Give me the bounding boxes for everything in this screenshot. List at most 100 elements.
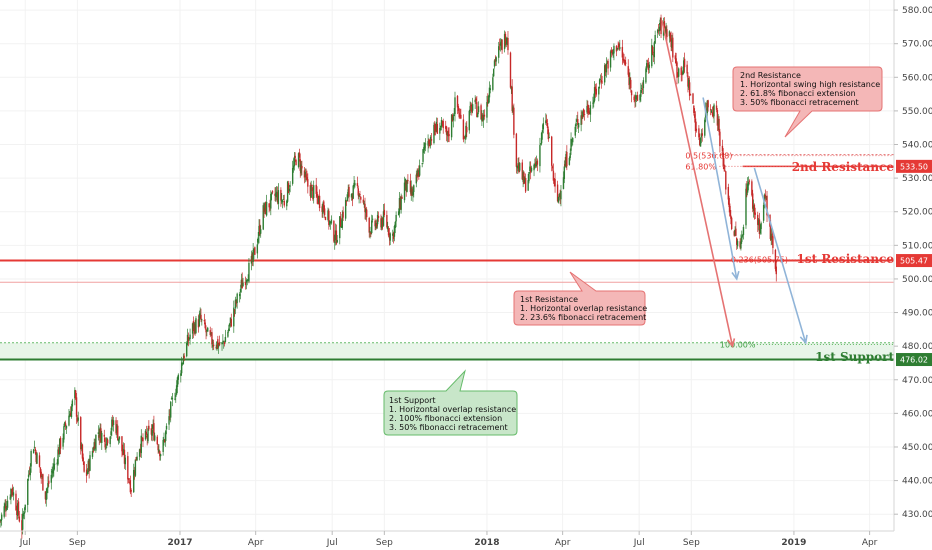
candle-body <box>527 180 529 191</box>
fib-level-label: 0.5(536.68) <box>685 152 732 161</box>
candle-body <box>760 223 762 230</box>
candle-body <box>601 81 603 83</box>
candle-body <box>642 80 645 89</box>
candle-body <box>170 398 173 400</box>
candle-body <box>127 456 129 480</box>
candle-body <box>133 469 135 493</box>
candle-body <box>246 280 248 282</box>
candle-body <box>730 215 732 219</box>
candle-body <box>727 187 730 200</box>
candle-body <box>48 480 50 484</box>
y-tick-label: 530.00 <box>902 174 932 184</box>
candle-body <box>0 519 2 522</box>
candle-body <box>270 192 273 195</box>
candle-body <box>735 228 737 236</box>
candle-body <box>481 114 483 122</box>
candle-body <box>377 215 380 219</box>
candle-body <box>509 52 512 88</box>
candle-body <box>488 87 491 98</box>
candle-body <box>52 470 54 474</box>
candle-body <box>191 323 194 334</box>
candle-body <box>570 138 572 151</box>
candle-body <box>563 166 566 179</box>
candle-body <box>254 247 256 255</box>
candle-body <box>27 474 30 478</box>
candle-body <box>439 125 442 128</box>
candle-body <box>44 491 47 500</box>
candle-body <box>218 342 221 346</box>
candle-body <box>276 192 279 203</box>
candle-body <box>719 131 721 147</box>
candle-body <box>245 280 248 283</box>
candle-body <box>323 208 326 216</box>
candle-body <box>340 226 343 228</box>
candle-body <box>333 221 335 242</box>
candle-body <box>127 478 130 480</box>
candle-body <box>762 204 765 221</box>
candle-body <box>646 60 649 62</box>
price-tag-r1-bg <box>896 254 932 268</box>
candle-body <box>495 57 497 62</box>
candle-body <box>53 463 55 471</box>
candle-body <box>397 211 400 216</box>
candle-body <box>133 472 136 474</box>
candle-body <box>300 164 302 174</box>
candle-body <box>159 451 161 457</box>
candle-body <box>89 455 91 471</box>
candle-body <box>457 106 460 111</box>
candle-body <box>511 86 513 111</box>
candle-body <box>11 489 13 491</box>
candle-body <box>36 453 38 464</box>
candle-body <box>395 214 397 222</box>
candle-body <box>595 88 597 95</box>
callout-r2-title: 2nd Resistance <box>740 71 801 80</box>
projection-arrow-line <box>702 97 738 280</box>
candle-body <box>401 197 403 199</box>
candle-body <box>197 319 200 328</box>
candle-body <box>435 121 438 132</box>
candle-body <box>405 180 407 191</box>
candle-body <box>739 241 741 248</box>
candle-body <box>328 221 331 225</box>
candle-body <box>688 79 690 88</box>
candle-body <box>582 109 585 114</box>
candle-body <box>186 342 188 357</box>
candle-body <box>429 136 432 146</box>
candle-body <box>574 126 576 136</box>
candle-body <box>654 34 656 44</box>
projection-arrows <box>661 19 808 348</box>
candle-body <box>365 208 367 213</box>
candle-body <box>145 431 148 435</box>
candle-body <box>718 118 720 132</box>
x-tick-label: 2018 <box>474 538 499 548</box>
candle-body <box>494 58 497 62</box>
candle-body <box>180 373 182 376</box>
candle-body <box>209 330 211 335</box>
x-tick-label: Jul <box>19 538 31 548</box>
price-tag-resistance-1: 505.47 <box>896 254 932 268</box>
candle-body <box>551 166 554 169</box>
candle-body <box>147 428 149 442</box>
candle-body <box>398 198 401 214</box>
candle-body <box>228 328 230 332</box>
projection-arrow-line <box>753 167 807 344</box>
candle-body <box>504 33 507 46</box>
candle-body <box>117 438 120 442</box>
y-axis: 430.00 440.00 450.00 460.00 470.00 480.00 490.… <box>894 6 932 520</box>
callout-resistance-1: 1st Resistance 1. Horizontal overlap res… <box>513 271 647 326</box>
candle-body <box>512 107 514 112</box>
y-tick-label: 460.00 <box>902 409 932 419</box>
candle-body <box>400 196 402 210</box>
candle-body <box>465 125 467 139</box>
candle-body <box>593 87 596 101</box>
candle-body <box>536 160 539 165</box>
candle-body <box>129 480 132 493</box>
candle-body <box>524 178 526 183</box>
candle-body <box>387 228 390 236</box>
candle-body <box>221 342 223 345</box>
candle-body <box>118 436 121 440</box>
candle-body <box>164 439 166 442</box>
candle-body <box>757 214 759 225</box>
candle-body <box>212 344 214 347</box>
